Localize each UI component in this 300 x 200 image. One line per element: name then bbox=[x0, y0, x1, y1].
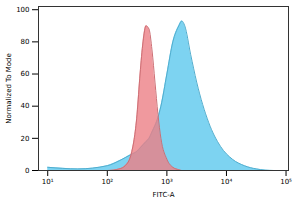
svg-text:80: 80 bbox=[21, 38, 30, 46]
svg-text:10⁵: 10⁵ bbox=[280, 178, 292, 186]
svg-text:100: 100 bbox=[16, 6, 29, 14]
svg-text:20: 20 bbox=[21, 135, 30, 143]
svg-text:Normalized To Mode: Normalized To Mode bbox=[5, 53, 13, 124]
svg-text:10¹: 10¹ bbox=[42, 178, 54, 186]
svg-text:0: 0 bbox=[25, 167, 29, 175]
svg-text:10²: 10² bbox=[101, 178, 113, 186]
svg-text:10⁴: 10⁴ bbox=[221, 178, 233, 186]
svg-text:10³: 10³ bbox=[161, 178, 173, 186]
svg-text:40: 40 bbox=[21, 102, 30, 110]
svg-text:FITC-A: FITC-A bbox=[152, 191, 174, 199]
svg-text:60: 60 bbox=[21, 70, 30, 78]
